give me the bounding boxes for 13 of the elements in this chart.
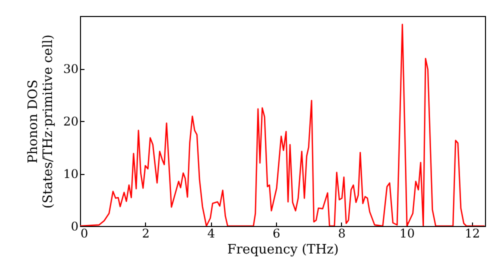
x-axis-title: Frequency (THz) — [227, 242, 339, 258]
x-tick-label: 0 — [80, 226, 88, 240]
y-tick-label: 20 — [63, 114, 78, 128]
x-tick-label: 12 — [464, 226, 480, 240]
x-tick-label: 6 — [272, 226, 280, 240]
x-tick-label: 2 — [142, 226, 150, 240]
line-series — [80, 24, 485, 226]
x-tick-label: 10 — [399, 226, 415, 240]
y-axis-title: Phonon DOS (States/THz·primitive cell) — [26, 34, 56, 209]
y-tick-label: 30 — [63, 62, 78, 76]
y-tick-label: 10 — [63, 167, 78, 181]
x-tick-label: 8 — [338, 226, 346, 240]
x-tick-label: 4 — [207, 226, 216, 240]
